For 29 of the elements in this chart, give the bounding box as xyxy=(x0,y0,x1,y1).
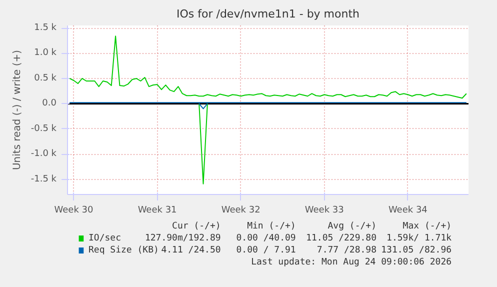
text: 7.77 /28.98 xyxy=(316,246,377,256)
text: Last update: Mon Aug 24 09:00:06 2026 xyxy=(251,258,452,268)
text: 4.11 /24.50 xyxy=(161,246,221,256)
text: Avg (-/+) xyxy=(328,222,377,232)
text: 0.00 / 7.91 xyxy=(236,246,296,256)
text: 0.00 /40.09 xyxy=(236,234,296,244)
legend-label: Req Size (KB) xyxy=(88,246,159,256)
y-tick-label: 0.0 xyxy=(42,98,57,109)
x-tick-label: Week 32 xyxy=(221,206,260,216)
x-tick-label: Week 34 xyxy=(388,206,428,216)
chart-title: IOs for /dev/nvme1n1 - by month xyxy=(176,8,360,20)
y-tick-label: 1.0 k xyxy=(34,48,58,58)
x-tick-label: Week 30 xyxy=(54,206,94,216)
x-tick-label: Week 33 xyxy=(304,206,344,216)
text: 1.59k/ 1.71k xyxy=(386,234,452,244)
y-tick-label: -1.5 k xyxy=(30,174,58,184)
text: 127.90m/192.89 xyxy=(144,234,221,244)
text: 131.05 /82.96 xyxy=(381,246,452,256)
y-tick-label: 0.5 k xyxy=(34,73,58,84)
y-tick-label: -1.0 k xyxy=(30,149,58,160)
text: Min (-/+) xyxy=(247,222,296,232)
legend-label: IO/sec xyxy=(88,234,121,244)
text: Cur (-/+) xyxy=(172,222,221,232)
y-axis-title: Units read (-) / write (+) xyxy=(12,50,23,170)
text: Max (-/+) xyxy=(402,222,452,232)
x-tick-label: Week 31 xyxy=(138,206,177,216)
y-tick-label: 1.5 k xyxy=(34,23,58,34)
y-tick-label: -0.5 k xyxy=(30,124,58,134)
text: 11.05 /229.80 xyxy=(306,234,377,244)
